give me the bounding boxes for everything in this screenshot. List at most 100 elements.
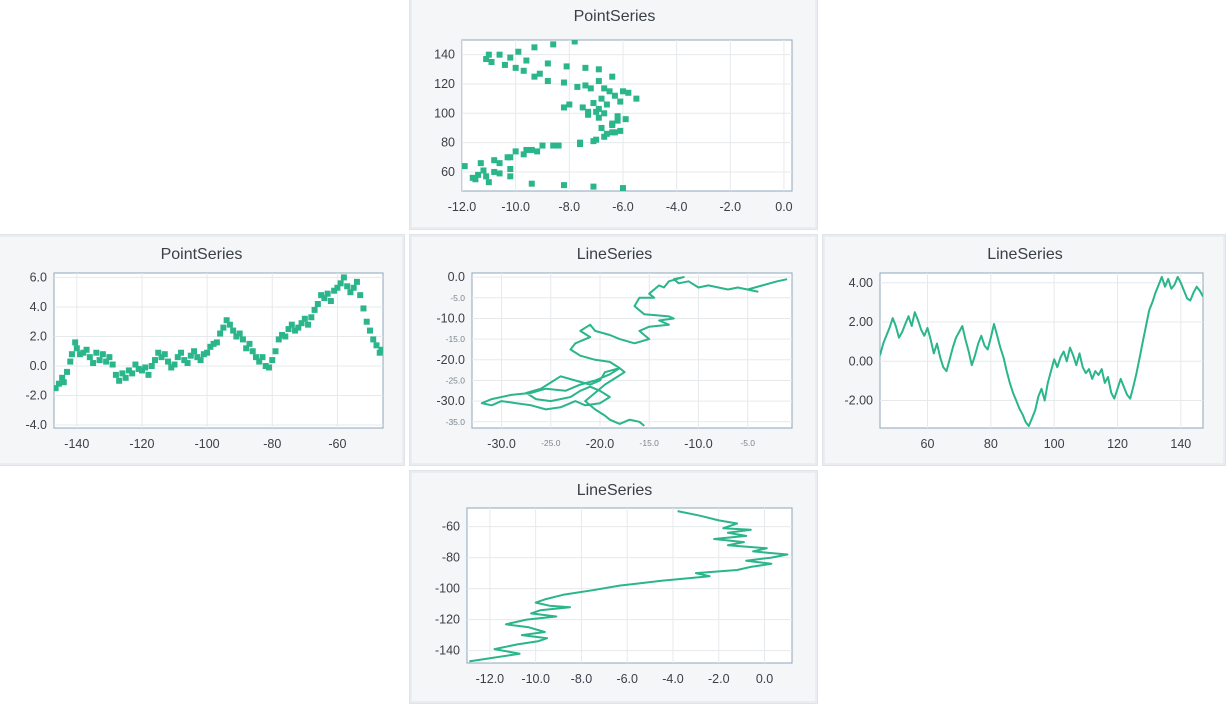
y-tick-label: -80 xyxy=(442,551,460,565)
data-point xyxy=(609,129,616,136)
data-point xyxy=(633,95,640,102)
data-point xyxy=(252,354,259,361)
x-tick-label: 140 xyxy=(1170,437,1191,451)
data-point xyxy=(590,100,597,107)
data-point xyxy=(378,346,383,353)
data-point xyxy=(151,357,158,364)
data-point xyxy=(285,326,292,333)
y-minor-tick-label: -15.0 xyxy=(446,334,466,344)
data-point xyxy=(496,160,503,167)
chart-panel-bottom-line: LineSeries -12.0 -10.0 -8.0 -6.0 -4.0 -2.0 0.0 -… xyxy=(409,470,818,704)
data-point xyxy=(96,357,103,364)
data-point xyxy=(181,357,188,364)
data-point xyxy=(103,358,110,365)
y-minor-tick-label: -5.0 xyxy=(450,293,465,303)
y-tick-label: 0.0 xyxy=(30,359,47,373)
data-point xyxy=(265,364,272,371)
chart-panel-left-point: PointSeries -140 -120 -100 -80 -60 -4.0 -2.0 0.0… xyxy=(0,234,405,466)
x-tick-label: -8.0 xyxy=(571,672,593,686)
data-point xyxy=(64,368,71,375)
data-point xyxy=(334,284,341,291)
data-point xyxy=(571,40,578,45)
x-tick-label: -6.0 xyxy=(616,672,638,686)
data-point xyxy=(337,280,344,287)
data-point xyxy=(239,336,246,343)
data-point xyxy=(178,349,185,356)
data-point xyxy=(531,73,538,80)
data-point xyxy=(622,116,629,123)
data-point xyxy=(357,292,364,299)
data-point xyxy=(598,124,605,131)
y-tick-label: -4.0 xyxy=(25,418,47,432)
chart-title: LineSeries xyxy=(577,246,653,263)
data-point xyxy=(373,342,380,349)
data-point xyxy=(555,142,562,149)
data-point xyxy=(168,364,175,371)
data-point xyxy=(483,56,490,63)
data-point xyxy=(217,330,224,337)
data-point xyxy=(475,171,482,178)
data-point xyxy=(165,358,172,365)
data-point xyxy=(531,44,538,51)
data-point xyxy=(619,88,626,95)
data-point xyxy=(515,48,522,55)
x-tick-label: -4.0 xyxy=(662,672,684,686)
y-tick-label: -20.0 xyxy=(437,353,466,367)
y-tick-label: 140 xyxy=(434,48,455,62)
x-minor-tick-label: -25.0 xyxy=(541,438,561,448)
data-point xyxy=(507,173,514,180)
y-tick-label: 120 xyxy=(434,77,455,91)
data-point xyxy=(54,385,59,392)
data-point xyxy=(579,104,586,111)
chart-right-line: LineSeries 60 80 100 120 140 4.00 2.00 0.00 -2.00 xyxy=(845,246,1204,451)
x-tick-label: -10.0 xyxy=(521,672,550,686)
data-point xyxy=(106,354,113,361)
data-point xyxy=(485,51,492,58)
data-point xyxy=(625,89,632,96)
x-tick-label: 0.0 xyxy=(756,672,773,686)
y-tick-label: 2.0 xyxy=(30,329,47,343)
data-point xyxy=(220,324,227,331)
data-point xyxy=(483,173,490,180)
y-tick-label: 2.00 xyxy=(849,315,873,329)
data-point xyxy=(99,351,106,358)
x-tick-label: -20.0 xyxy=(586,437,615,451)
data-point xyxy=(577,141,584,148)
data-point xyxy=(210,340,217,347)
x-tick-label: -10.0 xyxy=(501,200,530,214)
data-point xyxy=(279,332,286,338)
data-point xyxy=(560,182,567,189)
data-point xyxy=(590,138,597,145)
y-tick-label: -120 xyxy=(435,613,460,627)
data-point xyxy=(321,295,328,302)
chart-top-point: PointSeries -12.0 -10.0 -8.0 -6.0 -4.0 -2.0 0.0… xyxy=(434,8,793,214)
data-point xyxy=(353,278,360,285)
x-tick-label: -2.0 xyxy=(720,200,742,214)
data-point xyxy=(550,142,557,149)
data-point xyxy=(560,104,567,111)
series xyxy=(462,40,640,191)
series xyxy=(469,510,789,663)
data-point xyxy=(109,361,116,368)
x-tick-label: -100 xyxy=(195,437,220,451)
data-point xyxy=(67,358,74,365)
data-point xyxy=(512,148,519,155)
data-point xyxy=(213,339,220,346)
data-point xyxy=(269,357,276,364)
data-point xyxy=(191,348,198,355)
data-point xyxy=(86,354,93,361)
data-point xyxy=(550,41,557,48)
x-tick-label: 120 xyxy=(1107,437,1128,451)
grid xyxy=(54,273,383,428)
data-point xyxy=(528,146,535,153)
data-point xyxy=(520,67,527,74)
data-point xyxy=(161,351,168,358)
data-point xyxy=(142,364,149,371)
data-point xyxy=(59,374,66,381)
data-point xyxy=(314,301,321,307)
grid xyxy=(880,273,1203,428)
data-point xyxy=(77,351,84,358)
data-point xyxy=(282,333,289,340)
series xyxy=(54,274,383,392)
data-point xyxy=(504,154,511,161)
